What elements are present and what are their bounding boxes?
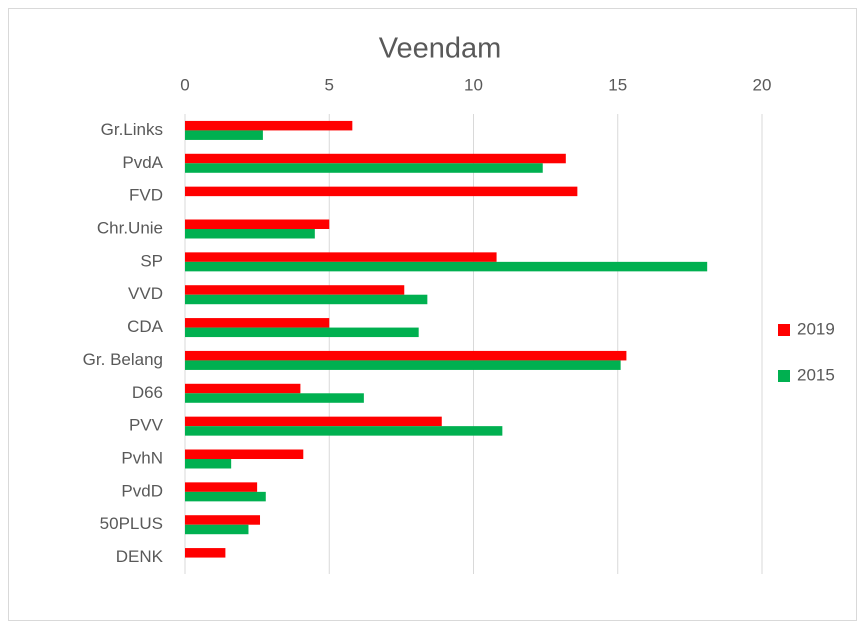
legend-label: 2015 <box>797 365 835 384</box>
bar <box>185 393 364 403</box>
bar <box>185 163 543 173</box>
legend-swatch <box>778 370 790 382</box>
bar <box>185 360 621 370</box>
y-tick-label: PvdA <box>122 153 163 172</box>
bar <box>185 482 258 492</box>
bar <box>185 229 315 239</box>
y-tick-label: SP <box>140 251 163 270</box>
bar <box>185 515 261 525</box>
bar <box>185 449 304 459</box>
x-tick-label: 5 <box>325 75 334 94</box>
bar <box>185 416 442 427</box>
bar <box>185 383 301 394</box>
legend-swatch <box>778 324 790 336</box>
y-tick-label: CDA <box>127 317 164 336</box>
y-tick-label: PvdD <box>121 481 163 500</box>
y-tick-label: PvhN <box>121 448 163 467</box>
y-tick-label: Gr. Belang <box>83 350 163 369</box>
y-tick-label: FVD <box>129 186 163 205</box>
bar <box>185 252 497 262</box>
bar <box>185 285 405 295</box>
y-tick-label: VVD <box>128 284 163 303</box>
y-tick-label: Chr.Unie <box>97 218 163 237</box>
bar <box>185 426 503 436</box>
legend-label: 2019 <box>797 319 835 338</box>
y-tick-label: Gr.Links <box>101 120 163 139</box>
y-tick-label: 50PLUS <box>100 514 163 533</box>
bar <box>185 459 232 469</box>
bar <box>185 120 353 131</box>
bar <box>185 186 578 197</box>
y-tick-label: PVV <box>129 416 164 435</box>
x-tick-label: 15 <box>608 75 627 94</box>
bar <box>185 548 226 558</box>
chart-title: Veendam <box>379 33 502 65</box>
y-tick-label: D66 <box>132 383 163 402</box>
bar <box>185 219 330 229</box>
x-tick-label: 0 <box>180 75 189 94</box>
bar <box>185 130 263 140</box>
bar <box>185 524 249 535</box>
bar <box>185 350 627 361</box>
bar <box>185 261 708 272</box>
bar <box>185 153 566 164</box>
bar <box>185 318 330 328</box>
bar <box>185 327 419 338</box>
x-tick-label: 10 <box>464 75 483 94</box>
y-tick-label: DENK <box>116 547 164 566</box>
bar <box>185 491 266 502</box>
bar <box>185 294 428 305</box>
x-tick-label: 20 <box>753 75 772 94</box>
chart-frame <box>8 8 857 621</box>
